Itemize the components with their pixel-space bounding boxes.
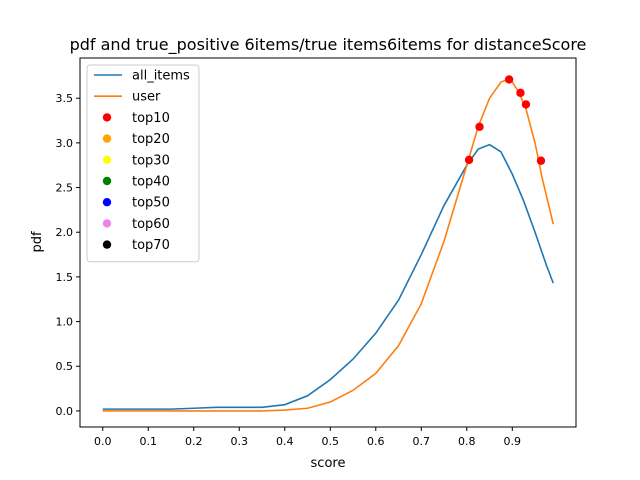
- x-tick-label: 0.6: [367, 435, 385, 448]
- x-tick-label: 0.7: [413, 435, 431, 448]
- legend-box: [86, 64, 200, 263]
- legend-label-top50: top50: [132, 196, 170, 211]
- scatter-point-top10: [521, 100, 531, 109]
- x-tick-label: 0.9: [504, 435, 522, 448]
- x-tick-label: 0.3: [231, 435, 249, 448]
- x-axis: 0.0 0.1 0.2 0.3 0.4 0.5 0.6 0.7 0.8 0.9: [94, 427, 521, 448]
- x-tick-label: 0.1: [140, 435, 158, 448]
- legend-swatch-top50: [102, 198, 112, 207]
- legend-label-top40: top40: [132, 175, 170, 190]
- plot-area: [102, 75, 555, 412]
- y-tick-label: 3.5: [56, 92, 74, 105]
- scatter-point-top10: [536, 156, 546, 165]
- x-tick-label: 0.2: [185, 435, 203, 448]
- legend-label-top30: top30: [132, 153, 170, 168]
- x-axis-label: score: [311, 456, 346, 471]
- legend-swatch-top70: [102, 240, 112, 249]
- y-tick-label: 0.5: [56, 360, 74, 373]
- legend-label-top70: top70: [132, 238, 170, 253]
- scatter-point-top10: [464, 155, 474, 165]
- scatter-point-top10: [516, 88, 525, 98]
- y-tick-label: 1.0: [56, 316, 74, 329]
- legend-label-top20: top20: [132, 132, 170, 147]
- legend-swatch-top40: [102, 176, 112, 186]
- legend-label-user: user: [132, 90, 161, 105]
- x-tick-label: 0.8: [458, 435, 476, 448]
- x-tick-label: 0.4: [276, 435, 294, 448]
- chart-title: pdf and true_positive 6items/true items6…: [70, 35, 587, 55]
- legend-swatch-top60: [102, 219, 112, 228]
- scatter-point-top10: [475, 122, 484, 131]
- x-tick-label: 0.5: [322, 435, 340, 448]
- legend-label-top60: top60: [132, 217, 170, 232]
- y-tick-label: 2.0: [56, 226, 74, 239]
- legend-swatch-top10: [102, 113, 112, 122]
- y-tick-label: 1.5: [56, 271, 74, 284]
- series-line-all_items: [102, 143, 554, 410]
- scatter-point-top10: [504, 75, 514, 84]
- y-tick-label: 2.5: [56, 182, 74, 195]
- y-axis: 0.0 0.5 1.0 1.5 2.0 2.5 3.0 3.5: [56, 92, 80, 418]
- legend-swatch-top20: [102, 134, 112, 143]
- axes-frame: [79, 57, 577, 428]
- legend-label-all_items: all_items: [132, 69, 190, 84]
- legend-swatch-top30: [102, 155, 112, 164]
- legend-label-top10: top10: [132, 111, 170, 126]
- x-tick-label: 0.0: [94, 435, 112, 448]
- y-tick-label: 0.0: [56, 405, 74, 418]
- y-axis-label: pdf: [30, 231, 45, 253]
- y-tick-label: 3.0: [56, 137, 74, 150]
